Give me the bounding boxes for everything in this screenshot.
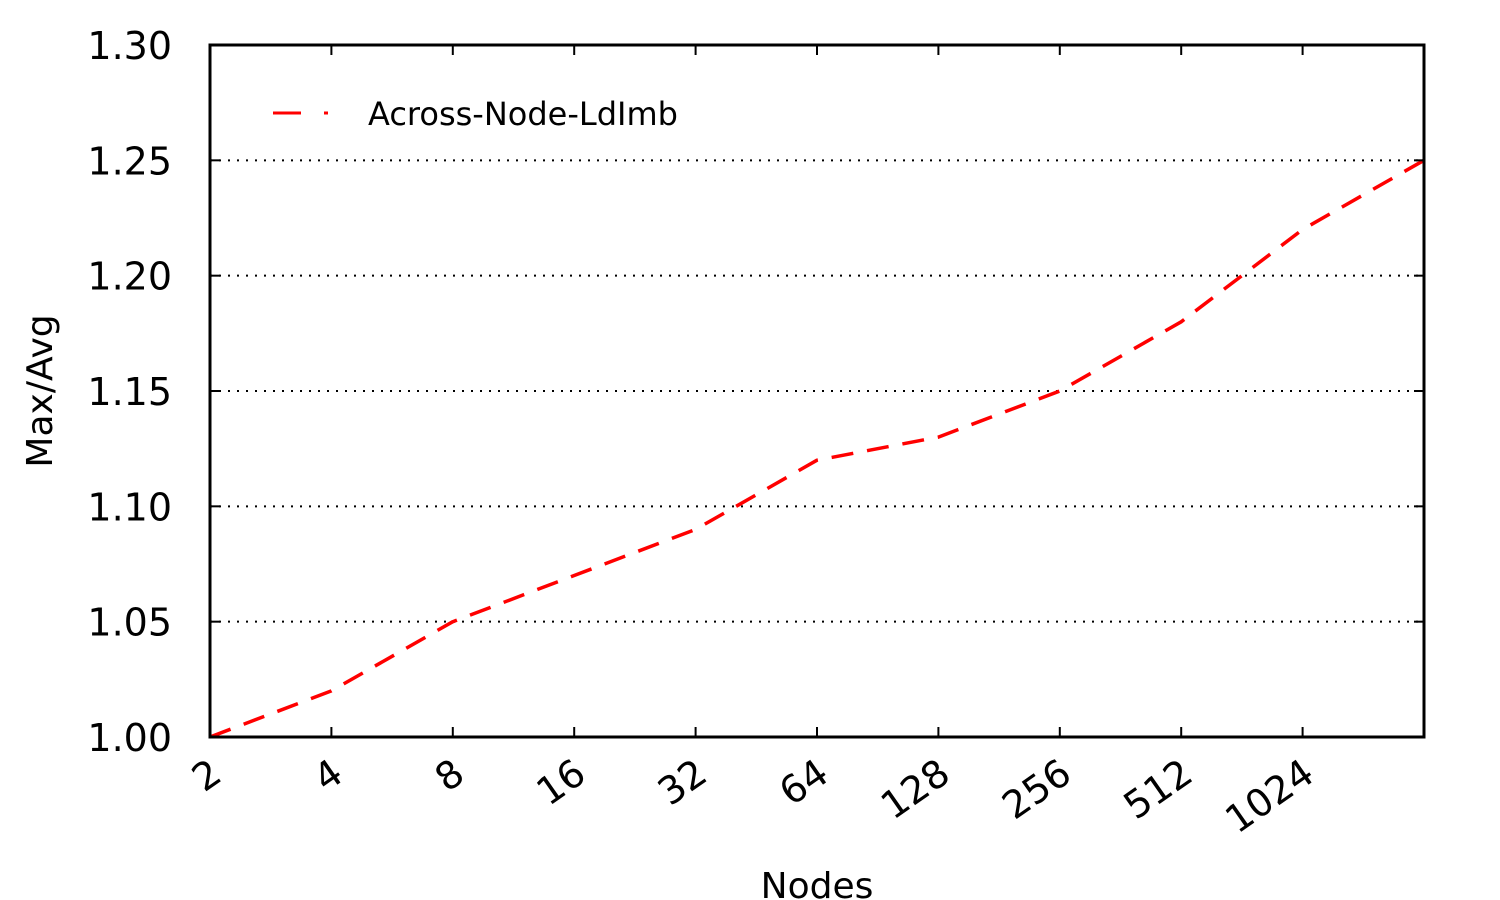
series-layer [209,158,1425,739]
y-tick-label: 1.05 [87,601,172,645]
x-tick-labels: 2 4 8 16 32 64 128 256 512 1024 [184,750,1322,842]
series-line-0 [209,158,1425,739]
x-tick-label: 2 [184,750,229,800]
x-tick-label: 64 [771,750,836,814]
x-tick-label: 4 [306,750,351,800]
y-tick-label: 1.10 [87,485,172,529]
gridlines [210,159,1424,623]
x-tick-label: 256 [994,750,1079,828]
x-tick-label: 8 [427,750,472,800]
y-tick-label: 1.25 [87,139,172,183]
x-axis-title: Nodes [761,866,874,900]
y-tick-label: 1.30 [87,24,172,68]
y-tick-label: 1.00 [87,716,172,760]
x-tick-label: 128 [873,750,958,828]
axis-ticks [209,44,1424,738]
x-tick-label: 16 [529,750,594,814]
x-tick-label: 512 [1116,750,1201,828]
legend: Across-Node-LdImb [273,95,678,133]
x-tick-label: 32 [650,750,715,814]
y-axis-title: Max/Avg [20,314,61,467]
plot-frame [208,43,1426,739]
y-tick-label: 1.20 [87,255,172,299]
x-tick-label: 1024 [1217,750,1321,842]
y-tick-label: 1.15 [87,370,172,414]
legend-label: Across-Node-LdImb [368,95,678,133]
y-tick-labels: 1.00 1.05 1.10 1.15 1.20 1.25 1.30 [87,24,172,760]
